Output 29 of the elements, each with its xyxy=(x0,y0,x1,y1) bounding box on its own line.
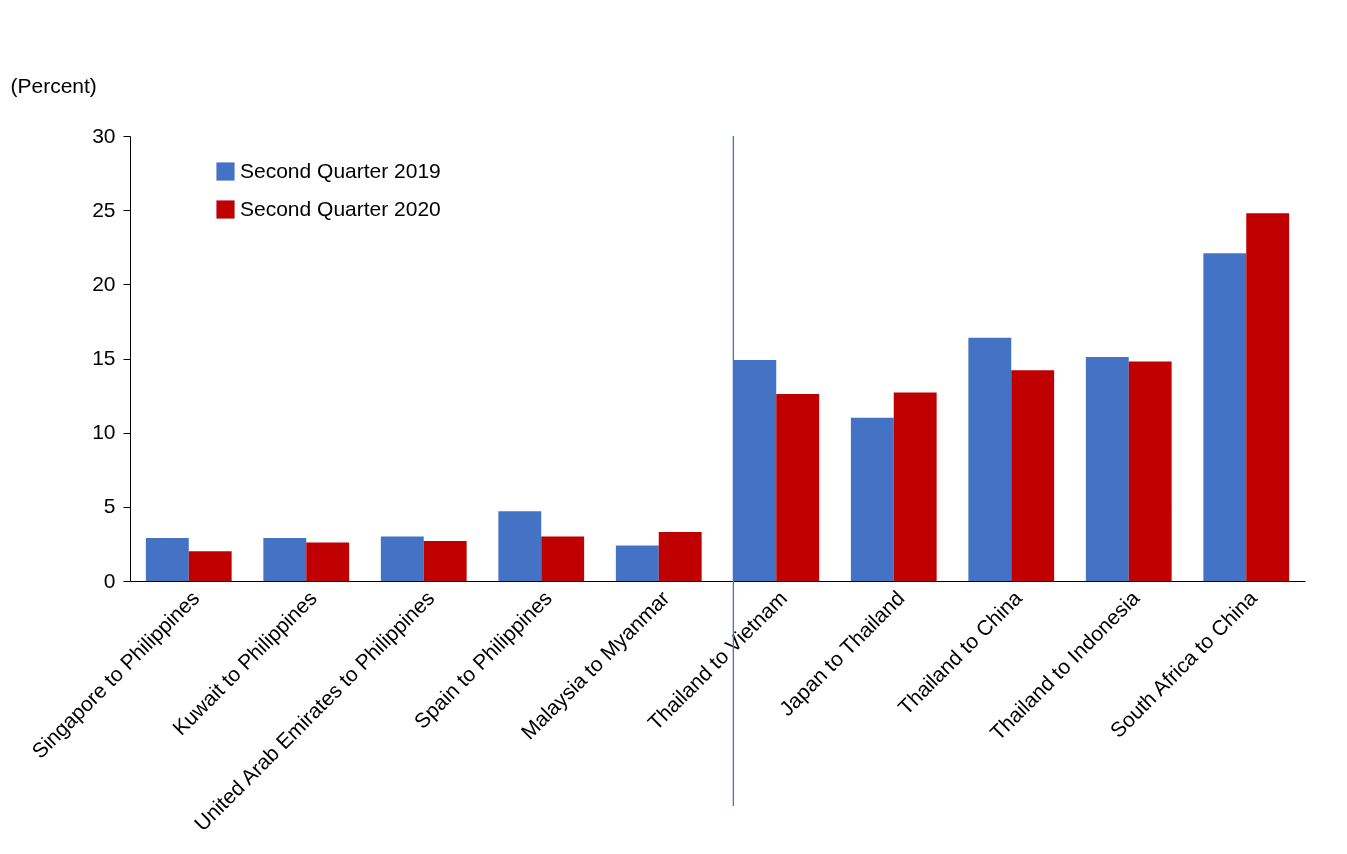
legend-label: Second Quarter 2019 xyxy=(240,158,441,182)
legend-label: Second Quarter 2020 xyxy=(240,196,441,220)
y-tick-label: 10 xyxy=(92,420,116,444)
y-tick-label: 25 xyxy=(92,197,116,221)
bar xyxy=(306,542,350,581)
bar xyxy=(776,394,820,581)
bar xyxy=(541,536,585,581)
bar xyxy=(1128,361,1172,581)
bar xyxy=(850,417,894,581)
y-tick-label: 5 xyxy=(103,494,116,518)
bar xyxy=(1085,357,1129,581)
bar xyxy=(1011,370,1055,581)
y-tick-label: 15 xyxy=(92,346,116,369)
bar xyxy=(893,392,937,581)
bar xyxy=(658,532,702,581)
y-tick-label: 0 xyxy=(103,568,116,592)
y-tick-label: 30 xyxy=(92,123,116,147)
bar xyxy=(1246,213,1290,581)
bar xyxy=(423,540,467,581)
bar xyxy=(498,511,542,581)
bar xyxy=(968,337,1012,581)
bar xyxy=(263,537,307,581)
bar xyxy=(188,551,232,581)
bar xyxy=(615,545,659,581)
bar xyxy=(1203,253,1247,581)
bar xyxy=(380,536,424,581)
y-tick-label: 20 xyxy=(92,271,116,295)
bar xyxy=(145,537,189,581)
y-axis-title: (Percent) xyxy=(10,73,97,97)
